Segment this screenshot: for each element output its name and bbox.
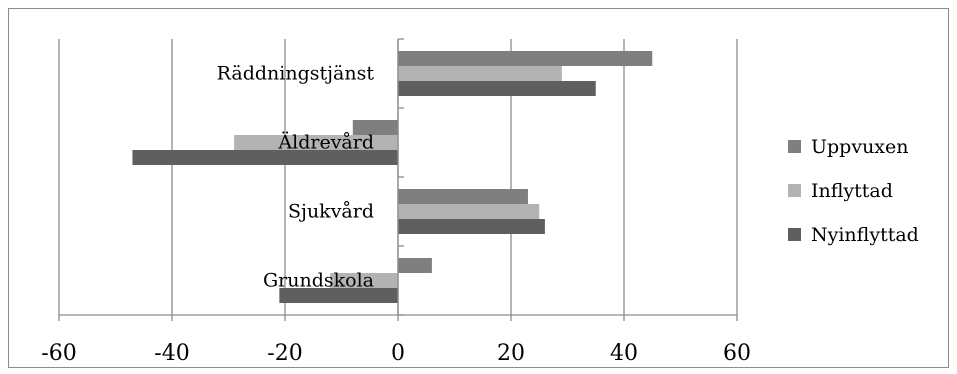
bar-nyinflyttad-1 [132,150,398,165]
bar-nyinflyttad-3 [279,288,398,303]
bar-inflyttad-2 [398,204,540,219]
x-tick-label: 40 [610,341,638,366]
bar-uppvuxen-2 [398,189,528,204]
bar-uppvuxen-3 [398,258,432,273]
category-label: Sjukvård [288,201,374,223]
legend-label-nyinflyttad: Nyinflyttad [811,224,919,246]
x-tick-label: 20 [497,341,525,366]
legend-swatch-uppvuxen [788,140,801,153]
bar-nyinflyttad-2 [398,219,545,234]
x-tick-label: -60 [41,341,76,366]
legend: Uppvuxen Inflyttad Nyinflyttad [788,136,919,246]
labels: -60 -40 -20 0 20 40 60 Räddningstjänst Äldrevård… [41,63,751,367]
x-tick-label: 0 [391,341,405,366]
x-tick-label: -40 [154,341,189,366]
bars [132,51,653,303]
legend-swatch-nyinflyttad [788,228,801,241]
bar-nyinflyttad-0 [398,81,596,96]
bar-inflyttad-0 [398,66,562,81]
bar-uppvuxen-0 [398,51,653,66]
x-tick-label: -20 [267,341,302,366]
axes [58,38,738,321]
legend-label-inflyttad: Inflyttad [811,180,893,202]
legend-label-uppvuxen: Uppvuxen [811,136,909,158]
bar-uppvuxen-1 [352,120,398,135]
bar-inflyttad-3 [330,273,398,288]
legend-swatch-inflyttad [788,184,801,197]
category-label: Grundskola [263,270,374,292]
category-label: Räddningstjänst [217,63,375,85]
category-label: Äldrevård [277,131,374,154]
x-tick-label: 60 [723,341,751,366]
bar-inflyttad-1 [234,135,398,150]
